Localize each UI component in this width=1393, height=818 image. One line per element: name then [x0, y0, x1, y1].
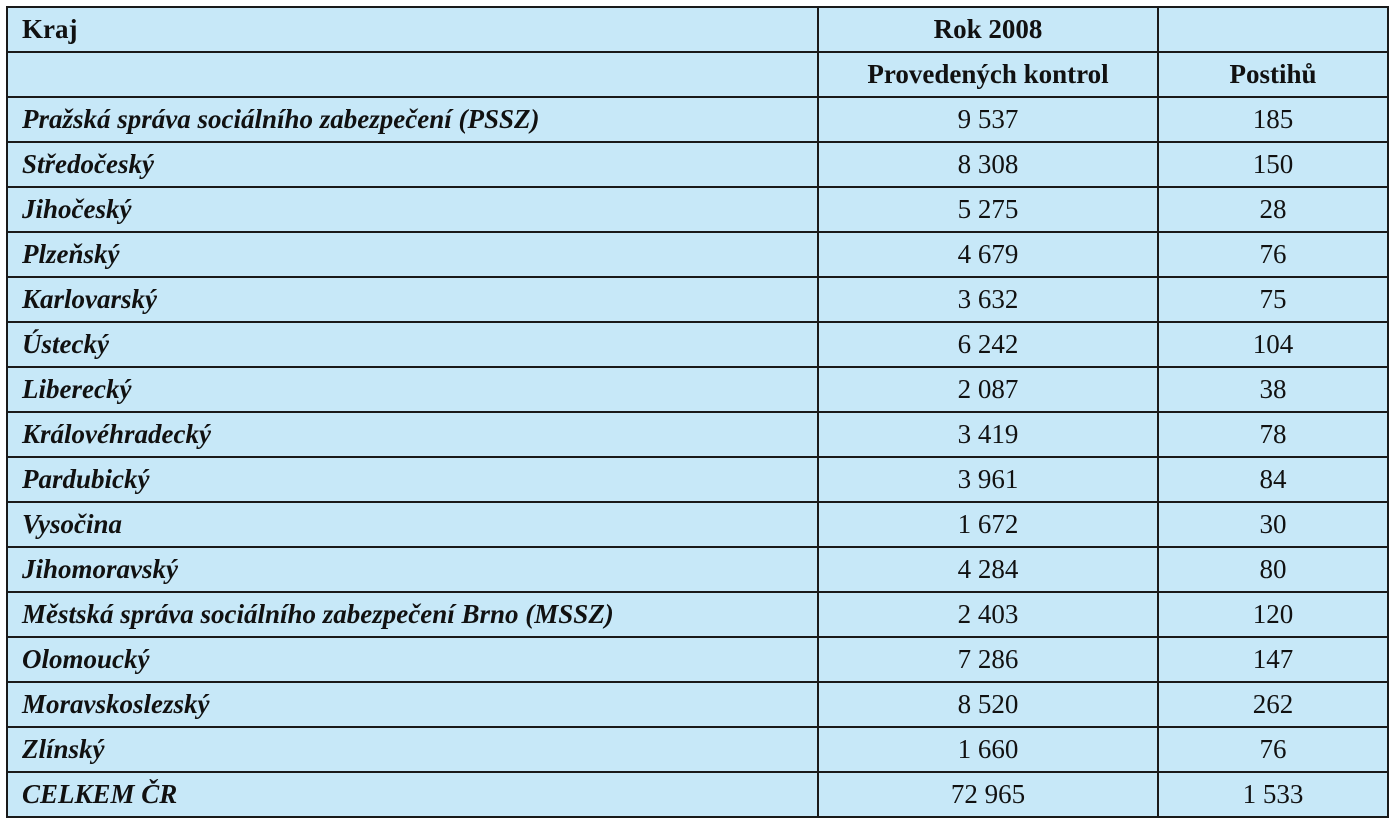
region-name: Královéhradecký — [6, 411, 819, 458]
total-row: CELKEM ČR 72 965 1 533 — [6, 771, 1389, 818]
penalties-value: 75 — [1157, 276, 1389, 323]
region-name: Zlínský — [6, 726, 819, 773]
table-row: Středočeský 8 308 150 — [6, 141, 1389, 188]
total-label: CELKEM ČR — [6, 771, 819, 818]
header-row-2: Provedených kontrol Postihů — [6, 51, 1389, 98]
header-checks: Provedených kontrol — [817, 51, 1159, 98]
total-penalties-value: 1 533 — [1157, 771, 1389, 818]
region-name: Pardubický — [6, 456, 819, 503]
region-name: Pražská správa sociálního zabezpečení (P… — [6, 96, 819, 143]
table-row: Olomoucký 7 286 147 — [6, 636, 1389, 683]
checks-value: 6 242 — [817, 321, 1159, 368]
table-row: Vysočina 1 672 30 — [6, 501, 1389, 548]
table-row: Městská správa sociálního zabezpečení Br… — [6, 591, 1389, 638]
checks-value: 4 284 — [817, 546, 1159, 593]
table-row: Liberecký 2 087 38 — [6, 366, 1389, 413]
header-penalties: Postihů — [1157, 51, 1389, 98]
header-year: Rok 2008 — [817, 6, 1159, 53]
checks-value: 4 679 — [817, 231, 1159, 278]
table-row: Jihomoravský 4 284 80 — [6, 546, 1389, 593]
table-row: Ústecký 6 242 104 — [6, 321, 1389, 368]
penalties-value: 120 — [1157, 591, 1389, 638]
penalties-value: 38 — [1157, 366, 1389, 413]
region-name: Jihočeský — [6, 186, 819, 233]
penalties-value: 28 — [1157, 186, 1389, 233]
checks-value: 5 275 — [817, 186, 1159, 233]
penalties-value: 30 — [1157, 501, 1389, 548]
checks-value: 9 537 — [817, 96, 1159, 143]
penalties-value: 104 — [1157, 321, 1389, 368]
table-row: Plzeňský 4 679 76 — [6, 231, 1389, 278]
region-name: Městská správa sociálního zabezpečení Br… — [6, 591, 819, 638]
penalties-value: 185 — [1157, 96, 1389, 143]
region-name: Jihomoravský — [6, 546, 819, 593]
inspections-table: Kraj Rok 2008 Provedených kontrol Postih… — [6, 6, 1389, 818]
table-row: Karlovarský 3 632 75 — [6, 276, 1389, 323]
penalties-value: 76 — [1157, 231, 1389, 278]
checks-value: 2 087 — [817, 366, 1159, 413]
table-row: Zlínský 1 660 76 — [6, 726, 1389, 773]
region-name: Středočeský — [6, 141, 819, 188]
header-empty — [1157, 6, 1389, 53]
region-name: Karlovarský — [6, 276, 819, 323]
region-name: Plzeňský — [6, 231, 819, 278]
penalties-value: 147 — [1157, 636, 1389, 683]
table-row: Jihočeský 5 275 28 — [6, 186, 1389, 233]
region-name: Liberecký — [6, 366, 819, 413]
penalties-value: 150 — [1157, 141, 1389, 188]
penalties-value: 78 — [1157, 411, 1389, 458]
region-name: Ústecký — [6, 321, 819, 368]
table-row: Královéhradecký 3 419 78 — [6, 411, 1389, 458]
checks-value: 1 660 — [817, 726, 1159, 773]
region-name: Moravskoslezský — [6, 681, 819, 728]
penalties-value: 76 — [1157, 726, 1389, 773]
checks-value: 3 419 — [817, 411, 1159, 458]
table-row: Pardubický 3 961 84 — [6, 456, 1389, 503]
penalties-value: 80 — [1157, 546, 1389, 593]
checks-value: 3 961 — [817, 456, 1159, 503]
penalties-value: 84 — [1157, 456, 1389, 503]
checks-value: 7 286 — [817, 636, 1159, 683]
checks-value: 3 632 — [817, 276, 1159, 323]
region-name: Olomoucký — [6, 636, 819, 683]
header-empty-left — [6, 51, 819, 98]
penalties-value: 262 — [1157, 681, 1389, 728]
total-checks-value: 72 965 — [817, 771, 1159, 818]
table-row: Pražská správa sociálního zabezpečení (P… — [6, 96, 1389, 143]
checks-value: 8 520 — [817, 681, 1159, 728]
checks-value: 1 672 — [817, 501, 1159, 548]
table-container: Kraj Rok 2008 Provedených kontrol Postih… — [6, 6, 1389, 818]
header-region: Kraj — [6, 6, 819, 53]
table-row: Moravskoslezský 8 520 262 — [6, 681, 1389, 728]
checks-value: 2 403 — [817, 591, 1159, 638]
region-name: Vysočina — [6, 501, 819, 548]
checks-value: 8 308 — [817, 141, 1159, 188]
header-row-1: Kraj Rok 2008 — [6, 6, 1389, 53]
